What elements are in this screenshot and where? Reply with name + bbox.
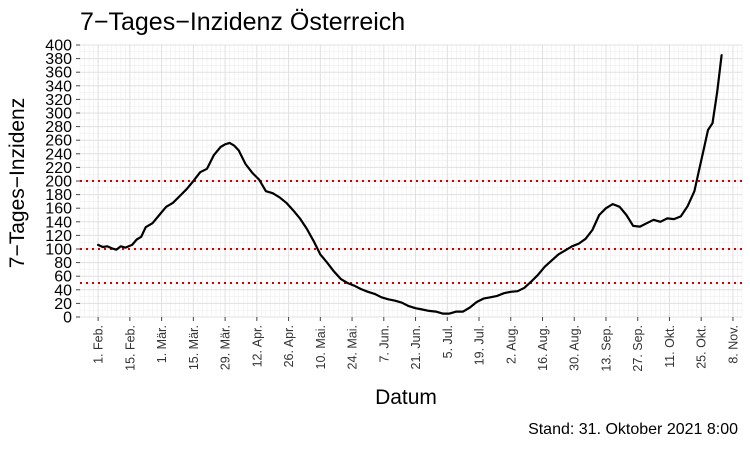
y-tick-label: 220: [45, 160, 72, 177]
x-tick-label: 12. Apr.: [250, 325, 264, 367]
x-tick-label: 1. Mär.: [155, 325, 169, 363]
x-tick-label: 8. Nov.: [726, 325, 740, 364]
y-tick-label: 180: [45, 187, 72, 204]
y-tick-label: 0: [63, 310, 72, 327]
y-tick-label: 20: [54, 296, 72, 313]
y-axis-ticks: 0204060801001201401601802002202402602803…: [45, 38, 80, 327]
y-tick-label: 340: [45, 78, 72, 95]
x-tick-label: 24. Mai.: [346, 325, 360, 369]
x-tick-label: 25. Okt.: [695, 325, 709, 369]
chart-caption: Stand: 31. Oktober 2021 8:00: [528, 421, 738, 438]
y-tick-label: 140: [45, 214, 72, 231]
y-tick-label: 40: [54, 282, 72, 299]
y-tick-label: 280: [45, 119, 72, 136]
y-tick-label: 100: [45, 242, 72, 259]
x-tick-label: 15. Feb.: [123, 325, 137, 371]
y-tick-label: 200: [45, 174, 72, 191]
chart-title: 7−Tages−Inzidenz Österreich: [80, 8, 405, 36]
x-tick-label: 26. Apr.: [282, 325, 296, 367]
y-tick-label: 360: [45, 65, 72, 82]
x-tick-label: 11. Okt.: [663, 325, 677, 368]
incidence-line: [97, 54, 723, 315]
y-tick-label: 120: [45, 228, 72, 245]
y-tick-label: 320: [45, 92, 72, 109]
y-tick-label: 300: [45, 106, 72, 123]
y-tick-label: 260: [45, 133, 72, 150]
x-axis-title: Datum: [375, 386, 437, 409]
x-tick-label: 15. Mär.: [187, 325, 201, 370]
x-tick-label: 5. Jul.: [441, 325, 455, 358]
x-tick-label: 16. Aug.: [536, 325, 550, 371]
y-tick-label: 400: [45, 38, 72, 55]
x-tick-label: 7. Jun.: [377, 325, 391, 363]
y-tick-label: 240: [45, 146, 72, 163]
x-tick-label: 30. Aug.: [568, 325, 582, 371]
x-tick-label: 19. Jul.: [473, 325, 487, 365]
x-tick-label: 10. Mai.: [314, 325, 328, 369]
x-axis-ticks: 1. Feb. 15. Feb. 1. Mär. 15. Mär. 29. Mär. 12…: [92, 317, 740, 372]
y-tick-label: 380: [45, 51, 72, 68]
y-tick-label: 80: [54, 255, 72, 272]
reference-lines: [80, 180, 742, 284]
y-tick-label: 60: [54, 269, 72, 286]
x-tick-label: 2. Aug.: [504, 325, 518, 364]
series-layer: [97, 54, 723, 315]
x-tick-label: 27. Sep.: [631, 325, 645, 372]
x-tick-label: 1. Feb.: [92, 325, 106, 364]
x-tick-label: 21. Jun.: [409, 325, 423, 369]
y-axis-title: 7−Tages−Inzidenz: [6, 98, 29, 268]
y-tick-label: 160: [45, 201, 72, 218]
x-tick-label: 29. Mär.: [219, 325, 233, 370]
x-tick-label: 13. Sep.: [599, 325, 613, 372]
